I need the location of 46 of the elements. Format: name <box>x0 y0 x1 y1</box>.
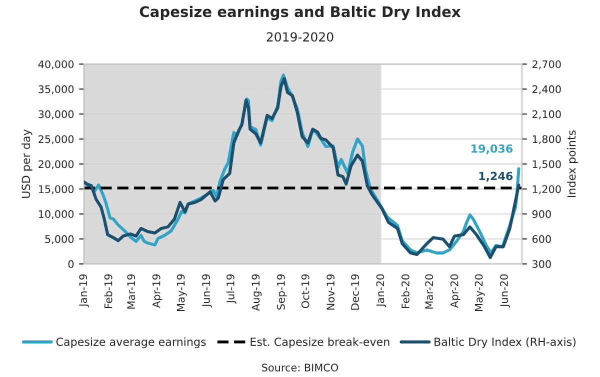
x-tick-label: Oct-19 <box>301 274 310 308</box>
x-tick-label: May-20 <box>474 274 485 311</box>
y-axis-title: USD per day <box>22 129 32 198</box>
x-tick-label: Apr-19 <box>152 274 162 308</box>
y-tick-label: 10,000 <box>38 210 74 220</box>
y-tick-label: 30,000 <box>38 110 74 120</box>
legend-label: Est. Capesize break-even <box>250 337 390 348</box>
y-tick-label: 5,000 <box>45 235 74 244</box>
y2-tick-label: 1,800 <box>532 135 561 144</box>
y2-tick-label: 2,100 <box>532 110 561 120</box>
y-tick-label: 0 <box>68 260 74 268</box>
source-note: Source: BIMCO <box>262 364 338 372</box>
y-tick-label: 40,000 <box>38 60 74 70</box>
data-label: 19,036 <box>472 144 513 154</box>
x-tick-label: Jan-20 <box>376 274 386 308</box>
chart-title: Capesize earnings and Baltic Dry Index <box>140 6 461 20</box>
legend-label: Capesize average earnings <box>56 337 206 348</box>
y2-tick-label: 1,500 <box>532 160 561 170</box>
y2-tick-label: 600 <box>532 235 551 244</box>
y2-tick-label: 2,700 <box>532 60 561 70</box>
x-tick-label: Jan-19 <box>79 274 89 308</box>
x-tick-label: Jul-19 <box>226 274 236 304</box>
y2-tick-label: 900 <box>532 210 551 218</box>
x-tick-label: Sep-19 <box>276 274 287 310</box>
x-tick-label: Mar-20 <box>425 274 434 309</box>
x-tick-label: May-19 <box>176 274 187 311</box>
x-tick-label: Feb-19 <box>104 274 112 308</box>
x-tick-label: Feb-20 <box>401 274 410 308</box>
x-tick-label: Jun-19 <box>202 274 212 308</box>
x-tick-label: Apr-20 <box>450 274 460 308</box>
data-label: 1,246 <box>479 172 513 182</box>
y-tick-label: 35,000 <box>38 85 74 94</box>
chart-subtitle: 2019-2020 <box>266 32 334 42</box>
x-tick-label: Mar-19 <box>127 274 136 309</box>
x-tick-label: Nov-19 <box>326 274 335 310</box>
y2-tick-label: 1,200 <box>532 185 561 194</box>
y2-tick-label: 300 <box>532 260 551 268</box>
y2-axis-title: Index points <box>567 130 578 198</box>
y-tick-label: 15,000 <box>38 185 74 194</box>
y2-tick-label: 2,400 <box>532 85 561 94</box>
x-tick-label: Jun-20 <box>500 274 510 308</box>
y-tick-label: 25,000 <box>38 135 74 144</box>
legend-label: Baltic Dry Index (RH-axis) <box>434 337 576 348</box>
y-tick-label: 20,000 <box>38 160 74 170</box>
x-tick-label: Dec-19 <box>351 274 359 310</box>
x-tick-label: Aug-19 <box>252 274 262 311</box>
